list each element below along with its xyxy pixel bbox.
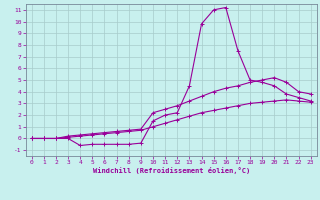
X-axis label: Windchill (Refroidissement éolien,°C): Windchill (Refroidissement éolien,°C) bbox=[92, 167, 250, 174]
